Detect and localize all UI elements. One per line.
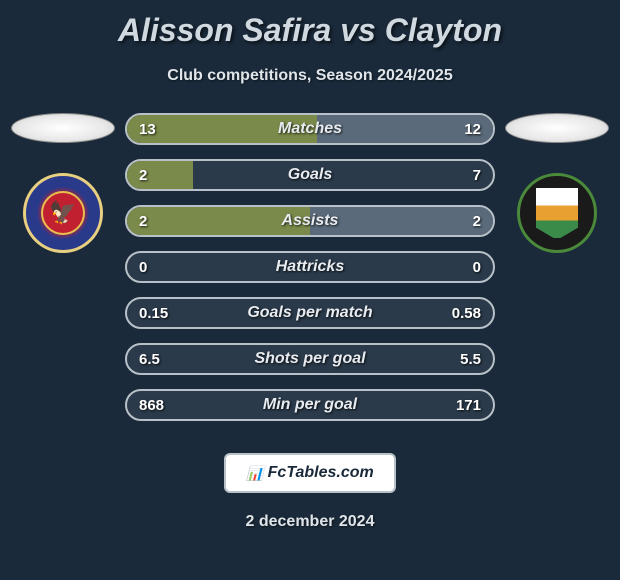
- left-player-col: 🦅: [8, 113, 118, 253]
- left-player-portrait: [11, 113, 115, 143]
- chart-icon: 📊: [246, 465, 263, 482]
- stat-label: Matches: [127, 115, 493, 143]
- eagle-icon: 🦅: [41, 191, 85, 235]
- site-logo: 📊 FcTables.com: [224, 453, 396, 493]
- stat-label: Shots per goal: [127, 345, 493, 373]
- site-logo-text: FcTables.com: [268, 464, 374, 482]
- stat-value-right: 171: [456, 391, 481, 419]
- right-player-portrait: [505, 113, 609, 143]
- stat-value-right: 5.5: [460, 345, 481, 373]
- page-title: Alisson Safira vs Clayton: [0, 0, 620, 49]
- stat-label: Goals per match: [127, 299, 493, 327]
- stat-bar: 868Min per goal171: [125, 389, 495, 421]
- date-label: 2 december 2024: [0, 513, 620, 531]
- stat-value-right: 7: [473, 161, 481, 189]
- stat-label: Assists: [127, 207, 493, 235]
- stat-bar: 0.15Goals per match0.58: [125, 297, 495, 329]
- stat-value-right: 0.58: [452, 299, 481, 327]
- stat-label: Hattricks: [127, 253, 493, 281]
- stat-bar: 0Hattricks0: [125, 251, 495, 283]
- stat-label: Goals: [127, 161, 493, 189]
- stat-bar: 6.5Shots per goal5.5: [125, 343, 495, 375]
- stats-column: 13Matches122Goals72Assists20Hattricks00.…: [125, 113, 495, 435]
- stat-label: Min per goal: [127, 391, 493, 419]
- stat-value-right: 2: [473, 207, 481, 235]
- right-player-col: [502, 113, 612, 253]
- left-club-logo: 🦅: [23, 173, 103, 253]
- stat-bar: 2Goals7: [125, 159, 495, 191]
- stat-bar: 2Assists2: [125, 205, 495, 237]
- right-club-logo: [517, 173, 597, 253]
- comparison-row: 🦅 13Matches122Goals72Assists20Hattricks0…: [0, 113, 620, 435]
- stat-bar: 13Matches12: [125, 113, 495, 145]
- stat-value-right: 0: [473, 253, 481, 281]
- shield-icon: [534, 186, 580, 240]
- stat-value-right: 12: [464, 115, 481, 143]
- subtitle: Club competitions, Season 2024/2025: [0, 67, 620, 85]
